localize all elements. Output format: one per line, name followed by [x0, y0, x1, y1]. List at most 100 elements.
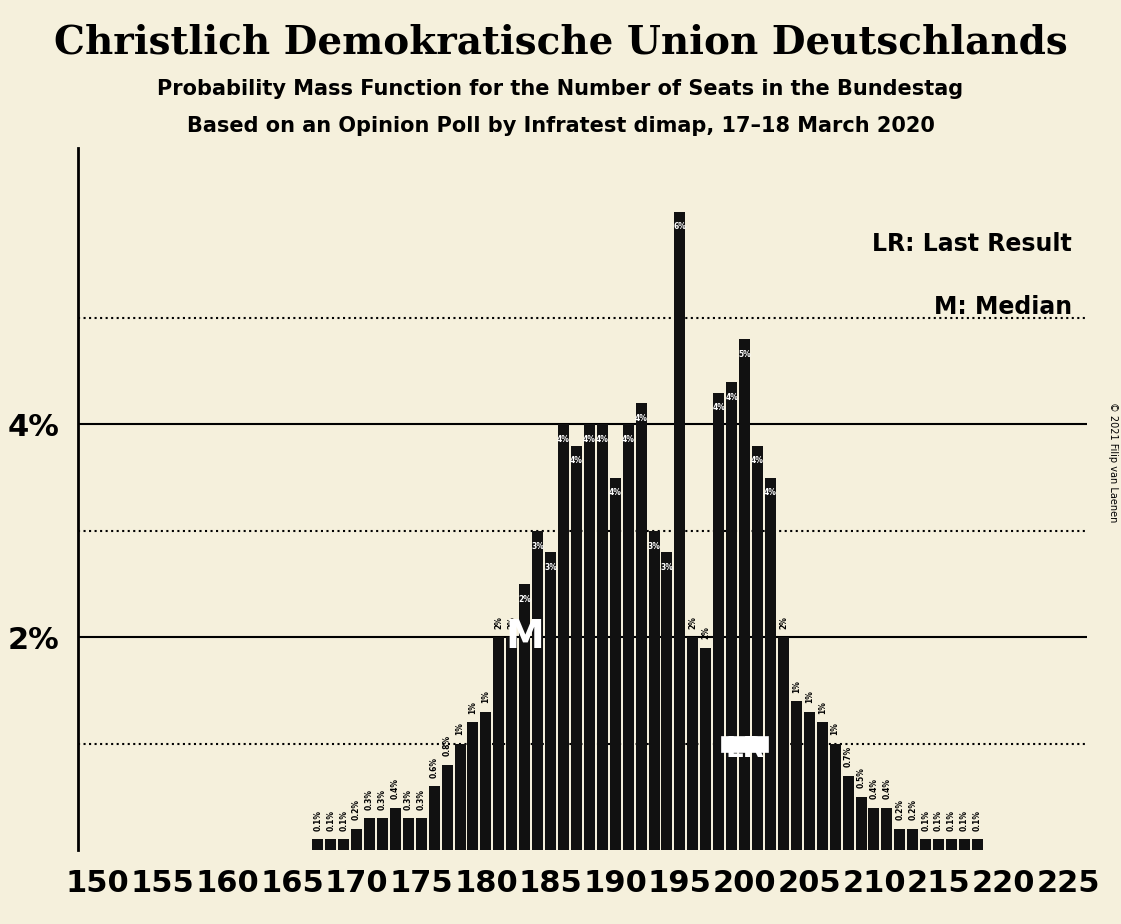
Bar: [752, 445, 763, 850]
Bar: [532, 531, 544, 850]
Text: 2%: 2%: [702, 626, 711, 639]
Bar: [442, 765, 453, 850]
Text: 4%: 4%: [557, 435, 569, 444]
Text: 0.3%: 0.3%: [404, 789, 413, 809]
Text: 2%: 2%: [688, 616, 697, 628]
Text: 3%: 3%: [531, 541, 544, 551]
Bar: [454, 744, 465, 850]
Text: 2%: 2%: [518, 595, 531, 603]
Bar: [726, 382, 738, 850]
Text: 3%: 3%: [660, 563, 674, 572]
Bar: [649, 531, 659, 850]
Text: 4%: 4%: [634, 414, 648, 423]
Text: 0.3%: 0.3%: [417, 789, 426, 809]
Bar: [946, 839, 957, 850]
Text: 0.1%: 0.1%: [340, 810, 349, 831]
Text: 0.1%: 0.1%: [947, 810, 956, 831]
Bar: [416, 818, 427, 850]
Text: 5%: 5%: [739, 350, 751, 359]
Bar: [765, 478, 776, 850]
Bar: [881, 808, 892, 850]
Bar: [584, 424, 595, 850]
Bar: [804, 711, 815, 850]
Bar: [661, 553, 673, 850]
Text: 4%: 4%: [622, 435, 634, 444]
Text: 0.1%: 0.1%: [313, 810, 322, 831]
Bar: [933, 839, 944, 850]
Bar: [596, 424, 608, 850]
Text: 0.6%: 0.6%: [429, 757, 438, 778]
Bar: [622, 424, 633, 850]
Text: 2%: 2%: [779, 616, 788, 628]
Bar: [843, 775, 853, 850]
Text: 0.4%: 0.4%: [870, 778, 879, 799]
Text: 2%: 2%: [508, 616, 517, 628]
Text: LR: Last Result: LR: Last Result: [872, 232, 1072, 256]
Text: 6%: 6%: [674, 223, 686, 231]
Text: 1%: 1%: [455, 723, 464, 736]
Text: 0.4%: 0.4%: [391, 778, 400, 799]
Text: 0.4%: 0.4%: [882, 778, 891, 799]
Text: 1%: 1%: [469, 701, 478, 714]
Text: 0.2%: 0.2%: [908, 799, 917, 821]
Text: 4%: 4%: [712, 403, 725, 412]
Text: 4%: 4%: [596, 435, 609, 444]
Bar: [558, 424, 569, 850]
Bar: [493, 638, 504, 850]
Text: 0.5%: 0.5%: [856, 768, 865, 788]
Bar: [895, 829, 906, 850]
Bar: [907, 829, 918, 850]
Text: Christlich Demokratische Union Deutschlands: Christlich Demokratische Union Deutschla…: [54, 23, 1067, 61]
Text: 0.1%: 0.1%: [973, 810, 982, 831]
Text: 3%: 3%: [648, 541, 660, 551]
Bar: [817, 723, 827, 850]
Bar: [855, 796, 867, 850]
Bar: [481, 711, 491, 850]
Bar: [571, 445, 582, 850]
Bar: [390, 808, 401, 850]
Bar: [339, 839, 349, 850]
Text: 0.3%: 0.3%: [365, 789, 374, 809]
Text: 0.1%: 0.1%: [960, 810, 969, 831]
Text: © 2021 Filip van Laenen: © 2021 Filip van Laenen: [1108, 402, 1118, 522]
Text: 1%: 1%: [791, 680, 800, 693]
Text: 2%: 2%: [494, 616, 503, 628]
Bar: [920, 839, 932, 850]
Bar: [402, 818, 414, 850]
Text: 0.7%: 0.7%: [844, 746, 853, 767]
Bar: [636, 403, 647, 850]
Text: 4%: 4%: [725, 393, 738, 402]
Text: 0.1%: 0.1%: [921, 810, 930, 831]
Bar: [351, 829, 362, 850]
Bar: [701, 648, 712, 850]
Bar: [739, 339, 750, 850]
Text: 0.1%: 0.1%: [326, 810, 335, 831]
Bar: [507, 638, 517, 850]
Text: 4%: 4%: [569, 456, 583, 466]
Bar: [778, 638, 789, 850]
Bar: [313, 839, 323, 850]
Bar: [972, 839, 983, 850]
Text: 4%: 4%: [583, 435, 596, 444]
Text: 0.2%: 0.2%: [896, 799, 905, 821]
Bar: [869, 808, 880, 850]
Text: 0.1%: 0.1%: [934, 810, 943, 831]
Bar: [610, 478, 621, 850]
Bar: [428, 786, 439, 850]
Text: 1%: 1%: [817, 701, 826, 714]
Text: M: Median: M: Median: [934, 296, 1072, 320]
Text: Based on an Opinion Poll by Infratest dimap, 17–18 March 2020: Based on an Opinion Poll by Infratest di…: [186, 116, 935, 136]
Text: 0.3%: 0.3%: [378, 789, 387, 809]
Text: M: M: [506, 618, 544, 656]
Bar: [713, 393, 724, 850]
Text: 0.8%: 0.8%: [443, 736, 452, 757]
Text: 1%: 1%: [805, 690, 814, 703]
Bar: [687, 638, 698, 850]
Text: 4%: 4%: [765, 488, 777, 497]
Text: 3%: 3%: [544, 563, 557, 572]
Text: 1%: 1%: [481, 690, 490, 703]
Bar: [325, 839, 336, 850]
Bar: [519, 584, 530, 850]
Text: 4%: 4%: [609, 488, 622, 497]
Bar: [545, 553, 556, 850]
